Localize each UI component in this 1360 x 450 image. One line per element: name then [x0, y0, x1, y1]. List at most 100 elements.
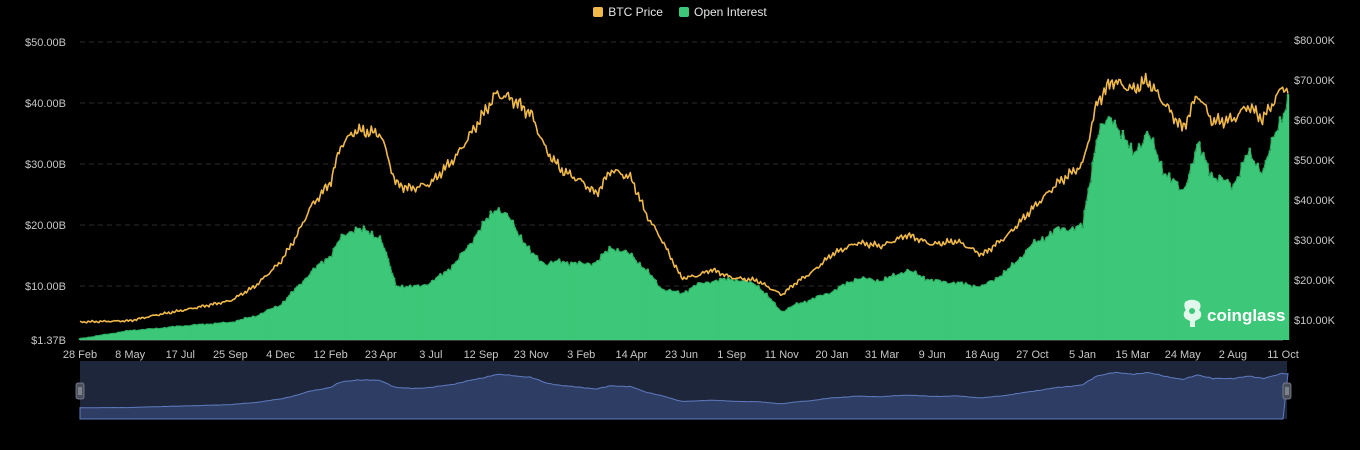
open-interest-bar: [417, 284, 420, 340]
open-interest-bar: [1008, 267, 1012, 340]
open-interest-bar: [1069, 229, 1072, 340]
open-interest-bar: [992, 281, 996, 340]
open-interest-bar: [781, 311, 784, 340]
open-interest-bar: [141, 329, 144, 340]
open-interest-bar: [1135, 150, 1139, 340]
open-interest-bar: [332, 248, 335, 340]
open-interest-bar: [1264, 160, 1268, 340]
left-y-tick-label: $1.37B: [31, 335, 66, 347]
open-interest-bar: [493, 210, 496, 340]
left-y-tick-label: $20.00B: [25, 220, 66, 232]
range-navigator[interactable]: [75, 361, 1292, 420]
open-interest-bar: [958, 282, 962, 340]
open-interest-bar: [294, 288, 297, 340]
open-interest-bar: [990, 280, 994, 340]
open-interest-bar: [1196, 143, 1199, 340]
open-interest-bar: [1083, 210, 1086, 340]
open-interest-bar: [139, 329, 142, 340]
open-interest-bar: [612, 249, 615, 340]
left-y-tick-label: $50.00B: [25, 37, 66, 49]
open-interest-bar: [1129, 143, 1133, 340]
open-interest-bar: [1155, 154, 1159, 340]
open-interest-bar: [1192, 163, 1195, 340]
open-interest-bar: [1037, 240, 1040, 340]
open-interest-bar: [429, 282, 432, 340]
open-interest-bar: [1139, 147, 1143, 340]
open-interest-bar: [235, 320, 239, 340]
open-interest-bar: [181, 326, 184, 340]
open-interest-bar: [570, 261, 573, 340]
open-interest-bar: [902, 273, 905, 340]
open-interest-bar: [827, 294, 831, 340]
open-interest-bar: [751, 282, 754, 340]
open-interest-bar: [350, 231, 354, 340]
open-interest-bar: [1055, 227, 1058, 340]
navigator-left-handle[interactable]: [75, 382, 85, 400]
open-interest-bar: [398, 287, 402, 340]
open-interest-bar: [1063, 227, 1066, 340]
open-interest-bar: [461, 252, 464, 340]
open-interest-bar: [815, 295, 819, 340]
open-interest-bar: [739, 281, 742, 340]
open-interest-bar: [300, 284, 303, 340]
open-interest-bar: [1198, 141, 1201, 340]
open-interest-bar: [527, 245, 531, 340]
open-interest-bar: [135, 330, 138, 340]
open-interest-bar: [1218, 174, 1221, 340]
open-interest-bar: [262, 313, 265, 340]
open-interest-bar: [829, 292, 833, 340]
open-interest-bar: [1210, 172, 1213, 340]
open-interest-bar: [960, 281, 964, 340]
open-interest-bar: [614, 251, 617, 340]
x-tick-label: 17 Jul: [166, 349, 195, 361]
open-interest-bar: [1170, 182, 1173, 340]
open-interest-bar: [670, 291, 674, 340]
open-interest-bar: [223, 322, 227, 340]
open-interest-bar: [1025, 249, 1028, 340]
open-interest-bar: [266, 309, 269, 340]
x-tick-label: 25 Sep: [213, 349, 248, 361]
open-interest-bar: [731, 279, 734, 340]
open-interest-bar: [1039, 241, 1042, 340]
open-interest-bar: [1161, 175, 1165, 340]
open-interest-bar: [312, 267, 315, 340]
open-interest-bar: [1272, 136, 1276, 340]
open-interest-bar: [765, 292, 768, 340]
x-tick-label: 5 Jan: [1069, 349, 1096, 361]
open-interest-bar: [555, 260, 559, 340]
open-interest-bar: [96, 335, 100, 340]
open-interest-bar: [745, 281, 748, 340]
open-interest-bar: [390, 273, 394, 340]
legend-open-interest[interactable]: Open Interest: [678, 5, 767, 19]
open-interest-bar: [264, 311, 267, 340]
open-interest-bar: [547, 263, 551, 340]
open-interest-bar: [747, 282, 750, 340]
x-tick-label: 3 Feb: [567, 349, 595, 361]
open-interest-bar: [779, 310, 782, 340]
open-interest-bar: [692, 285, 696, 340]
legend-btc-price[interactable]: BTC Price: [593, 5, 663, 19]
x-tick-label: 15 Mar: [1116, 349, 1151, 361]
open-interest-bar: [898, 273, 901, 340]
open-interest-bar: [1145, 131, 1149, 340]
open-interest-bar: [491, 214, 494, 340]
open-interest-bar: [972, 284, 976, 340]
open-interest-bar: [241, 319, 245, 340]
navigator-right-handle[interactable]: [1282, 382, 1292, 400]
open-interest-bars: [78, 94, 1290, 341]
open-interest-bar: [106, 334, 110, 340]
open-interest-bar: [211, 324, 215, 340]
open-interest-bar: [678, 294, 682, 340]
open-interest-bar: [1202, 152, 1205, 340]
x-tick-label: 27 Oct: [1016, 349, 1048, 361]
open-interest-bar: [767, 297, 770, 340]
open-interest-bar: [1268, 150, 1272, 340]
open-interest-area-edge: [79, 94, 1289, 339]
open-interest-bar: [596, 260, 599, 340]
open-interest-bar: [994, 277, 998, 340]
open-interest-bar: [535, 255, 539, 340]
open-interest-bar: [479, 230, 482, 340]
open-interest-bar: [1002, 270, 1006, 340]
open-interest-bar: [175, 325, 178, 340]
open-interest-bar: [487, 219, 490, 340]
